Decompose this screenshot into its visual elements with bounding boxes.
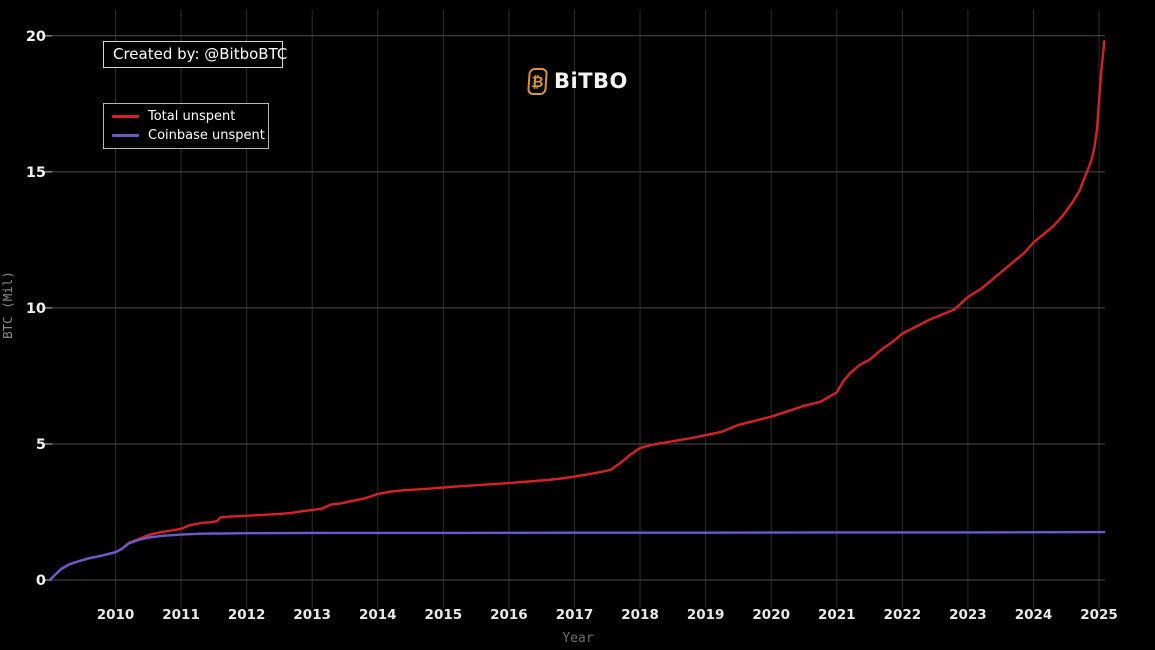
x-tick-label: 2012 bbox=[228, 607, 266, 623]
y-tick-label: 15 bbox=[26, 165, 46, 181]
y-tick-label: 5 bbox=[36, 437, 46, 453]
legend-item: Total unspent bbox=[112, 109, 268, 124]
x-tick-label: 2010 bbox=[97, 607, 135, 623]
x-tick-label: 2018 bbox=[621, 607, 659, 623]
legend-label: Coinbase unspent bbox=[148, 128, 265, 144]
x-tick-labels: 2010 2011 2012 2013 2014 2015 2016 2017 2018 2019… bbox=[97, 607, 1118, 623]
legend-line-swatch bbox=[112, 134, 139, 138]
series-lines bbox=[48, 40, 1106, 582]
coinbase-unspent-line bbox=[48, 530, 1106, 582]
x-tick-label: 2022 bbox=[884, 607, 922, 623]
x-tick-label: 2019 bbox=[687, 607, 725, 623]
y-axis-title: BTC (Mil) bbox=[0, 271, 15, 339]
total-unspent-line bbox=[48, 40, 1106, 582]
legend-line-swatch bbox=[112, 114, 139, 118]
y-tick-label: 0 bbox=[36, 573, 46, 589]
x-tick-label: 2013 bbox=[293, 607, 331, 623]
x-tick-label: 2015 bbox=[425, 607, 463, 623]
created-by-text: Created by: @BitboBTC bbox=[113, 45, 288, 63]
legend-item: Coinbase unspent bbox=[112, 128, 268, 143]
created-by-box: Created by: @BitboBTC bbox=[103, 41, 287, 68]
x-tick-label: 2021 bbox=[818, 607, 856, 623]
x-tick-label: 2014 bbox=[359, 607, 397, 623]
legend: Total unspent Coinbase unspent bbox=[103, 103, 269, 149]
x-axis-title: Year bbox=[562, 631, 594, 646]
x-tick-label: 2023 bbox=[949, 607, 987, 623]
x-tick-label: 2025 bbox=[1080, 607, 1118, 623]
vertical-gridlines bbox=[115, 10, 1100, 608]
x-tick-label: 2016 bbox=[490, 607, 528, 623]
horizontal-gridlines bbox=[43, 35, 1105, 581]
bitbo-logo: ₿ BiTBO bbox=[527, 66, 628, 96]
legend-label: Total unspent bbox=[148, 108, 236, 124]
x-tick-label: 2017 bbox=[556, 607, 594, 623]
x-tick-label: 2020 bbox=[752, 607, 790, 623]
y-tick-labels: 0 5 10 15 20 bbox=[26, 29, 46, 589]
x-tick-label: 2024 bbox=[1015, 607, 1053, 623]
y-tick-label: 20 bbox=[26, 29, 46, 45]
x-tick-label: 2011 bbox=[162, 607, 200, 623]
bitbo-coin-icon: ₿ bbox=[527, 67, 548, 95]
bitbo-logo-text: BiTBO bbox=[554, 69, 628, 93]
y-tick-label: 10 bbox=[26, 301, 46, 317]
